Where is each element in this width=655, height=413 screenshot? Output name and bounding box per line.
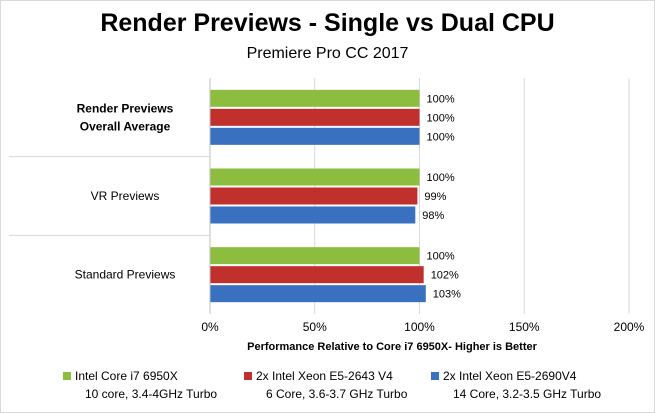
x-tick-label: 100% (404, 320, 435, 334)
legend-label: Intel Core i7 6950X (75, 369, 178, 383)
x-tick-label: 0% (201, 320, 219, 334)
bar (210, 206, 416, 224)
data-label: 100% (427, 131, 455, 143)
chart-title: Render Previews - Single vs Dual CPU (100, 9, 555, 37)
bar (210, 285, 426, 303)
x-axis-title: Performance Relative to Core i7 6950X- H… (247, 341, 537, 353)
data-label: 100% (427, 93, 455, 105)
category-label: Overall Average (80, 119, 171, 133)
x-tick-label: 200% (614, 320, 645, 334)
bar (210, 127, 420, 145)
legend-detail: 10 core, 3.4-4GHz Turbo (85, 387, 218, 401)
legend-detail: 6 Core, 3.6-3.7 GHz Turbo (266, 387, 408, 401)
bar (210, 266, 424, 284)
chart-subtitle: Premiere Pro CC 2017 (246, 45, 409, 62)
bar (210, 187, 418, 205)
data-label: 100% (427, 251, 455, 263)
legend-detail: 14 Core, 3.2-3.5 GHz Turbo (453, 387, 602, 401)
legend-label: 2x Intel Xeon E5-2643 V4 (256, 369, 393, 383)
data-label: 102% (431, 270, 459, 282)
x-tick-label: 150% (509, 320, 540, 334)
x-tick-label: 50% (303, 320, 327, 334)
bar (210, 247, 420, 265)
data-label: 103% (433, 289, 461, 301)
bar (210, 89, 420, 107)
data-label: 99% (424, 191, 446, 203)
bar (210, 108, 420, 126)
legend-swatch (431, 372, 439, 380)
legend-label: 2x Intel Xeon E5-2690V4 (443, 369, 577, 383)
legend-swatch (244, 372, 252, 380)
category-label: Standard Previews (75, 268, 176, 282)
data-label: 100% (427, 112, 455, 124)
bar (210, 168, 420, 186)
data-label: 100% (427, 172, 455, 184)
category-label: VR Previews (91, 189, 160, 203)
category-label: Render Previews (77, 101, 174, 115)
legend-swatch (63, 372, 71, 380)
data-label: 98% (422, 210, 444, 222)
